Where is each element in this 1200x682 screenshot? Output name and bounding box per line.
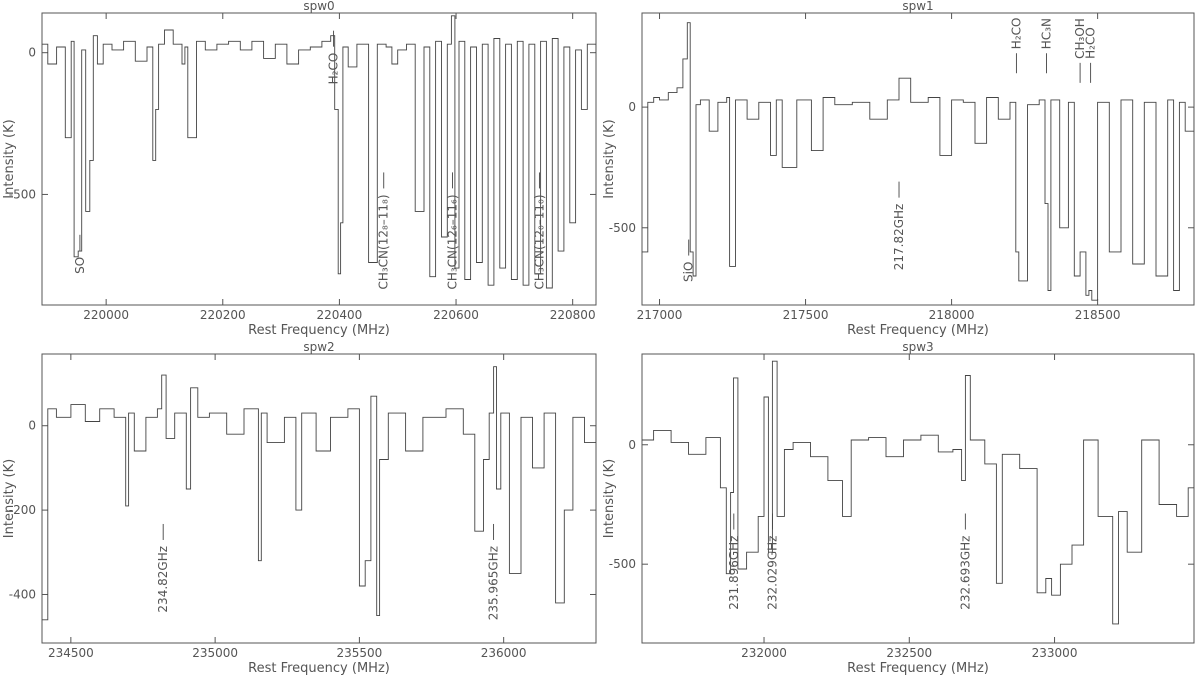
y-tick-label: -500	[609, 557, 636, 571]
x-tick-label: 232000	[741, 646, 787, 660]
chart-title: spw3	[902, 340, 933, 354]
y-axis-label: Intensity (K)	[602, 459, 617, 538]
y-tick-label: 0	[28, 46, 36, 60]
annotation-label: SiO	[682, 262, 696, 282]
x-axis-label: Rest Frequency (MHz)	[847, 661, 989, 676]
chart-title: spw0	[303, 0, 334, 13]
plot-frame	[41, 12, 597, 306]
chart-panel-spw1: spw1 217000 217500 218000 218500 -500 0 Rest Fr…	[602, 0, 1195, 338]
y-tick-label: -200	[9, 503, 36, 517]
x-axis-label: Rest Frequency (MHz)	[248, 323, 390, 338]
x-tick-label: 218000	[929, 308, 975, 322]
x-tick-label: 220800	[550, 308, 596, 322]
x-tick-label: 235000	[192, 646, 238, 660]
annotation-label: 232.693GHz	[958, 536, 972, 610]
y-tick-label: -500	[9, 187, 36, 201]
x-tick-label: 217000	[637, 308, 683, 322]
y-tick-label: 0	[628, 100, 636, 114]
annotation-label: SO	[73, 257, 87, 274]
chart-panel-spw2: spw2 234500 235000 235500 236000 -400 -200 0 Res…	[2, 340, 597, 676]
spectrum-series	[642, 360, 1194, 625]
x-tick-label: 217500	[783, 308, 829, 322]
annotation-label: H₂CO	[1084, 27, 1098, 59]
x-tick-label: 232500	[886, 646, 932, 660]
x-axis-label: Rest Frequency (MHz)	[248, 661, 390, 676]
annotation-label: 232.029GHz	[765, 536, 779, 610]
x-tick-label: 235500	[336, 646, 382, 660]
annotation-label: H₂CO	[327, 53, 341, 85]
annotation-label: 235.965GHz	[487, 546, 501, 620]
chart-title: spw2	[303, 340, 334, 354]
chart-panel-spw3: spw3 232000 232500 233000 -500 0 Rest Frequenc…	[602, 340, 1195, 676]
x-tick-label: 234500	[48, 646, 94, 660]
plot-frame	[641, 353, 1195, 644]
x-tick-label: 218500	[1075, 308, 1121, 322]
spectrum-series	[642, 22, 1194, 301]
annotation-label: CH₃CN(12₆–11₆)	[446, 194, 460, 289]
x-tick-label: 233000	[1032, 646, 1078, 660]
chart-title: spw1	[902, 0, 933, 13]
y-axis-label: Intensity (K)	[2, 119, 17, 198]
x-tick-label: 220400	[317, 308, 363, 322]
y-tick-label: 0	[628, 438, 636, 452]
chart-panel-spw0: spw0 220000 220200 220400 220600 220800 -500 0 R…	[2, 0, 597, 338]
annotation-label: 217.82GHz	[892, 204, 906, 271]
annotation-label: CH₃OH	[1073, 18, 1087, 59]
x-tick-label: 236000	[481, 646, 527, 660]
plot-frame	[41, 353, 597, 644]
annotation-label: CH₃CN(12₈–11₈)	[377, 194, 391, 289]
annotation-label: 231.896GHz	[727, 536, 741, 610]
annotation-label: 234.82GHz	[156, 546, 170, 613]
y-tick-label: -500	[609, 221, 636, 235]
annotation-label: H₂CO	[1009, 18, 1023, 50]
plot-frame	[641, 12, 1195, 306]
x-tick-label: 220000	[83, 308, 129, 322]
annotation-label: HC₃N	[1040, 18, 1054, 49]
y-tick-label: 0	[28, 419, 36, 433]
x-tick-label: 220600	[433, 308, 479, 322]
y-axis-label: Intensity (K)	[602, 119, 617, 198]
spectrum-series	[42, 366, 596, 621]
annotation-label: CH₃CN(12₀–11₀)	[532, 194, 546, 289]
x-tick-label: 220200	[200, 308, 246, 322]
y-tick-label: -400	[9, 587, 36, 601]
y-axis-label: Intensity (K)	[2, 459, 17, 538]
x-axis-label: Rest Frequency (MHz)	[847, 323, 989, 338]
spectrum-series	[42, 15, 596, 289]
